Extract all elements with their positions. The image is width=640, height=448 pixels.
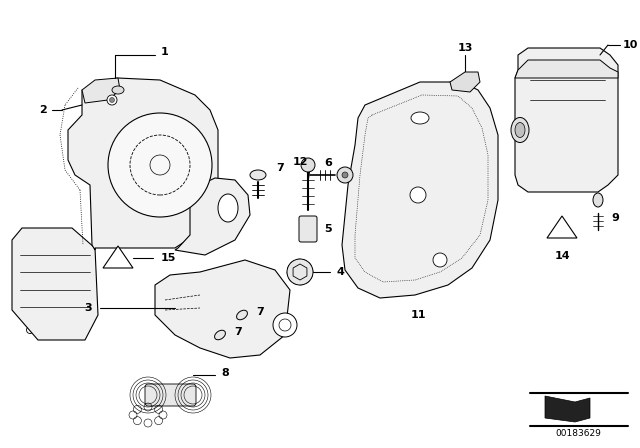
Text: 11: 11 [410,310,426,320]
Text: 14: 14 [554,251,570,261]
Circle shape [273,313,297,337]
Text: 7: 7 [234,327,242,337]
Polygon shape [450,72,480,92]
Text: 10: 10 [622,40,637,50]
Ellipse shape [112,86,124,94]
Text: 12: 12 [292,157,308,167]
Circle shape [342,172,348,178]
Polygon shape [515,60,618,78]
Polygon shape [515,48,618,192]
Text: 5: 5 [324,224,332,234]
Text: 3: 3 [84,303,92,313]
Text: !: ! [116,257,120,263]
Polygon shape [82,78,120,103]
Text: 1: 1 [161,47,169,57]
FancyBboxPatch shape [299,216,317,242]
Ellipse shape [593,193,603,207]
Circle shape [287,259,313,285]
Text: 6: 6 [324,158,332,168]
Ellipse shape [511,117,529,142]
Circle shape [107,95,117,105]
Polygon shape [342,82,498,298]
Polygon shape [545,396,590,422]
Text: 8: 8 [221,368,229,378]
Polygon shape [155,260,290,358]
Text: 7: 7 [276,163,284,173]
Text: 7: 7 [256,307,264,317]
Polygon shape [547,216,577,238]
Ellipse shape [250,170,266,180]
Circle shape [433,253,447,267]
Polygon shape [103,246,133,268]
FancyBboxPatch shape [145,384,196,406]
Ellipse shape [237,310,248,320]
Circle shape [109,98,115,103]
Ellipse shape [515,122,525,138]
Polygon shape [68,78,218,250]
Text: 4: 4 [336,267,344,277]
Circle shape [410,187,426,203]
Text: 00183629: 00183629 [555,428,601,438]
Circle shape [337,167,353,183]
Text: 15: 15 [160,253,176,263]
Polygon shape [12,228,98,340]
Ellipse shape [411,112,429,124]
Text: !: ! [561,227,563,233]
Ellipse shape [218,194,238,222]
Text: 9: 9 [611,213,619,223]
Text: 13: 13 [458,43,473,53]
Circle shape [108,113,212,217]
Ellipse shape [214,330,225,340]
Text: 2: 2 [39,105,47,115]
Polygon shape [175,178,250,255]
Circle shape [301,158,315,172]
